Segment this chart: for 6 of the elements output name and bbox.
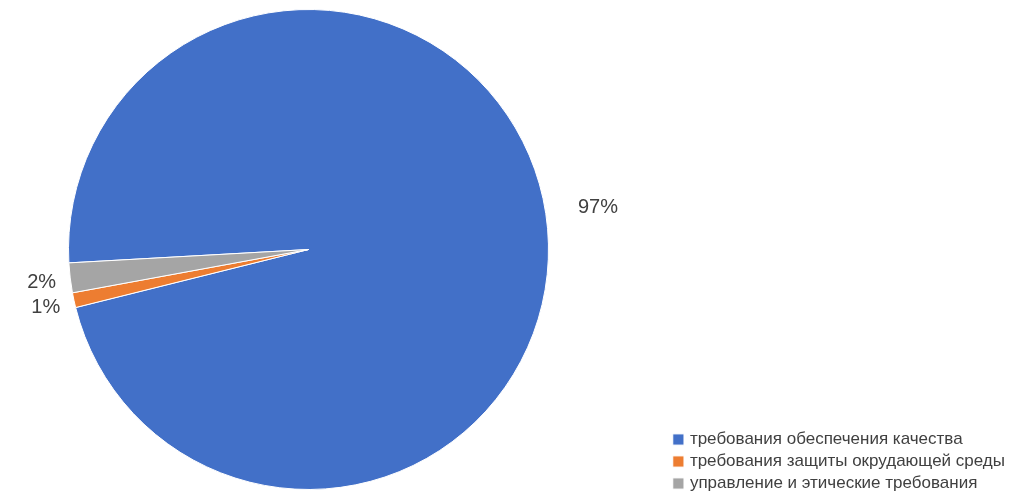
legend-label: требования обеспечения качества xyxy=(689,429,963,449)
legend-label: управление и этические требования xyxy=(689,473,978,493)
data-label: 97% xyxy=(577,194,619,217)
legend-label: требования защиты окрудающей среды xyxy=(689,451,1005,471)
data-label: 2% xyxy=(27,270,57,293)
data-label: 1% xyxy=(31,295,61,318)
